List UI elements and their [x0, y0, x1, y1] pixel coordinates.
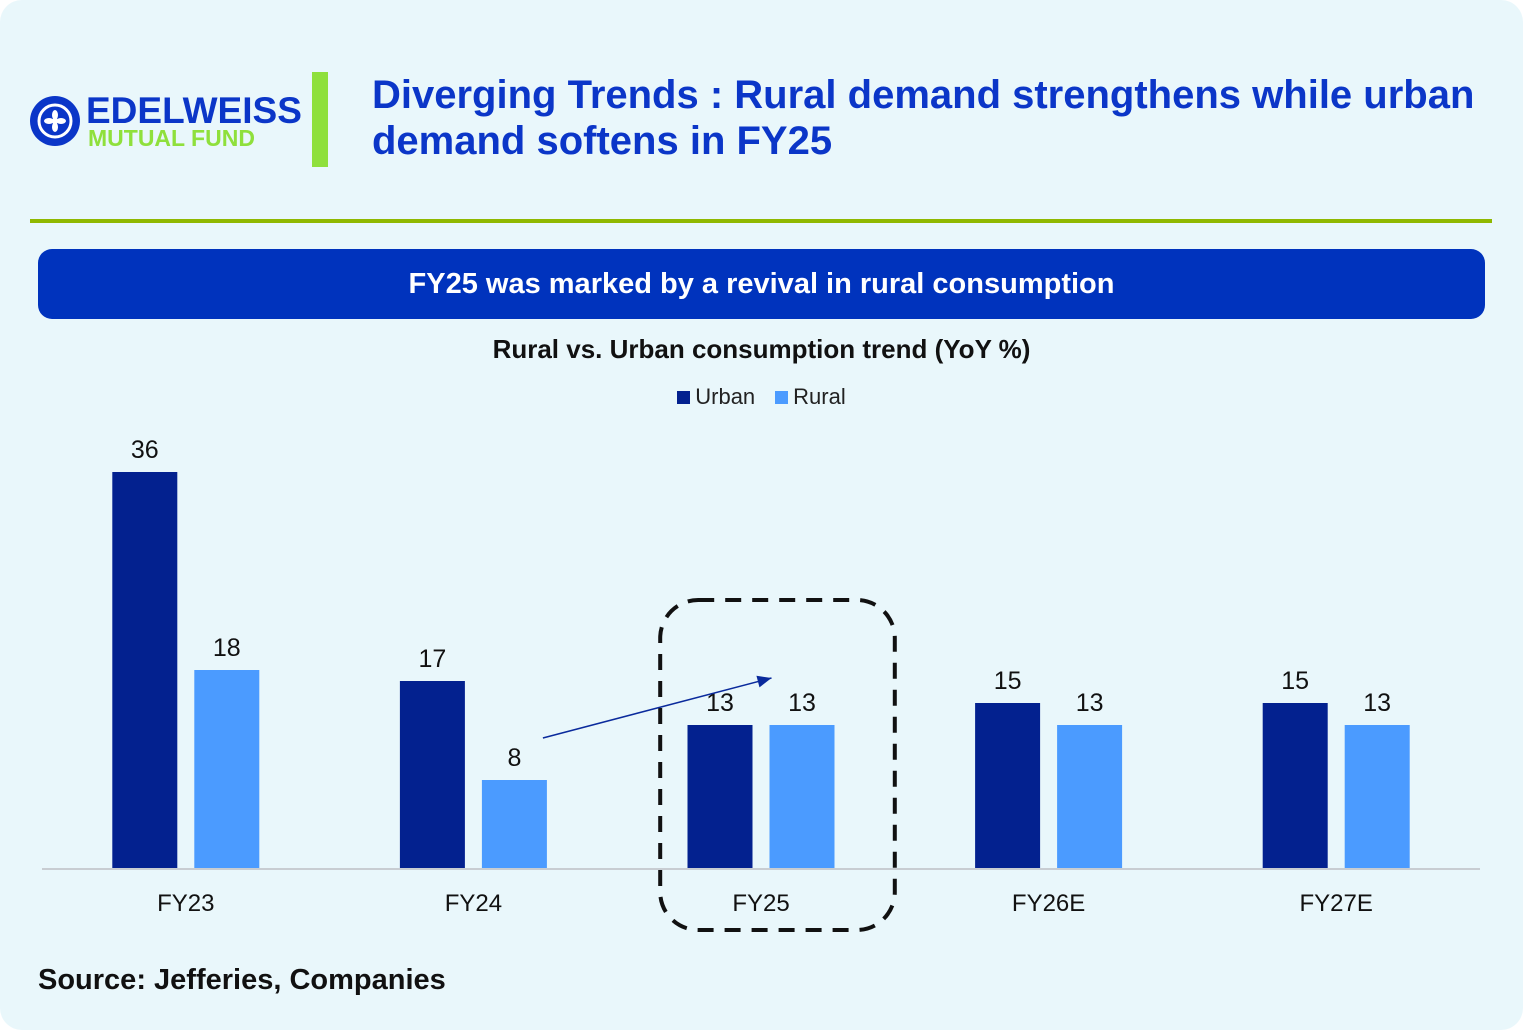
bar-urban-fy27e	[1262, 703, 1328, 868]
bar-urban-fy26e	[975, 703, 1041, 868]
data-label-urban-fy25: 13	[706, 689, 734, 717]
x-tick-label-fy27e: FY27E	[1300, 890, 1373, 917]
chart-legend: Urban Rural	[0, 384, 1523, 410]
legend-label-urban: Urban	[695, 384, 756, 409]
source-note: Source: Jefferies, Companies	[38, 964, 446, 996]
x-tick-label-fy26e: FY26E	[1012, 890, 1085, 917]
data-label-rural-fy24: 8	[507, 744, 521, 772]
x-tick-label-fy25: FY25	[732, 890, 789, 917]
trend-arrow-head	[756, 675, 772, 688]
x-tick-label-fy24: FY24	[445, 890, 502, 917]
data-label-rural-fy26e: 13	[1076, 689, 1104, 717]
bar-rural-fy23	[194, 670, 260, 868]
bar-urban-fy23	[112, 472, 178, 868]
data-label-urban-fy27e: 15	[1281, 667, 1309, 695]
bar-rural-fy24	[481, 780, 547, 868]
data-label-urban-fy26e: 15	[994, 667, 1022, 695]
legend-item-urban: Urban	[677, 384, 755, 410]
x-tick-label-fy23: FY23	[157, 890, 214, 917]
headline-banner: FY25 was marked by a revival in rural co…	[38, 249, 1485, 319]
data-label-rural-fy27e: 13	[1363, 689, 1391, 717]
bar-urban-fy25	[687, 725, 753, 868]
bar-urban-fy24	[399, 681, 465, 868]
data-label-urban-fy24: 17	[418, 645, 446, 673]
bar-rural-fy25	[769, 725, 835, 868]
logo-wordmark-line1: EDELWEISS	[86, 90, 302, 131]
legend-item-rural: Rural	[775, 384, 846, 410]
legend-swatch-rural	[775, 390, 789, 404]
chart-title: Rural vs. Urban consumption trend (YoY %…	[492, 334, 1031, 364]
legend-label-rural: Rural	[793, 384, 846, 409]
bar-rural-fy27e	[1344, 725, 1410, 868]
header-divider	[30, 219, 1492, 223]
page-title: Diverging Trends : Rural demand strength…	[372, 73, 1475, 163]
logo-wordmark-line2: MUTUAL FUND	[88, 125, 255, 151]
bar-rural-fy26e	[1057, 725, 1123, 868]
brand-logo: EDELWEISS MUTUAL FUND	[28, 90, 308, 154]
logo-accent-bar	[312, 72, 328, 167]
legend-swatch-urban	[677, 390, 691, 404]
edelweiss-flower-logo-icon	[30, 96, 80, 146]
data-label-urban-fy23: 36	[131, 436, 159, 464]
data-label-rural-fy23: 18	[213, 634, 241, 662]
highlight-box-fy25	[658, 598, 897, 932]
trend-arrow-line	[542, 677, 772, 739]
data-label-rural-fy25: 13	[788, 689, 816, 717]
